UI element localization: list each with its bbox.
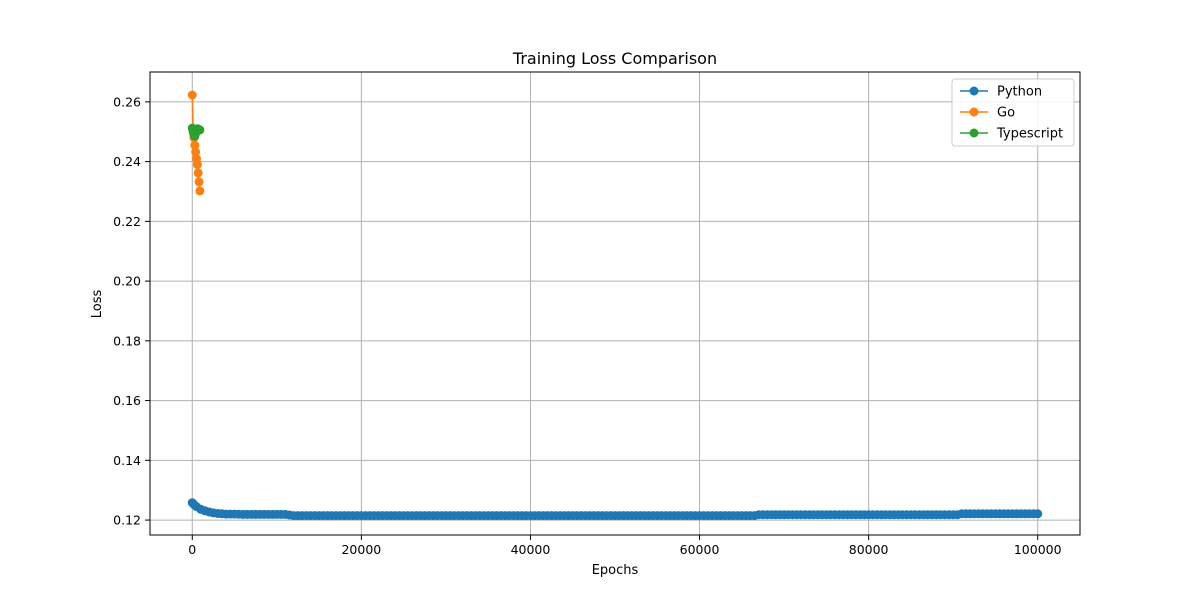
chart-title: Training Loss Comparison bbox=[512, 49, 717, 68]
series-go bbox=[187, 90, 205, 196]
legend-label-typescript: Typescript bbox=[996, 127, 1063, 142]
y-tick-label: 0.18 bbox=[113, 333, 141, 348]
legend-label-python: Python bbox=[997, 85, 1042, 100]
legend: Python Go Typescript bbox=[951, 78, 1075, 147]
data-point-go bbox=[191, 147, 201, 157]
legend-marker-typescript bbox=[969, 128, 979, 138]
y-tick-label: 0.16 bbox=[113, 393, 141, 408]
y-tick-label: 0.24 bbox=[113, 154, 141, 169]
data-point-typescript bbox=[195, 125, 205, 135]
x-tick-label: 40000 bbox=[511, 542, 551, 557]
y-tick-label: 0.20 bbox=[113, 274, 141, 289]
y-axis-ticks: 0.12 0.14 0.16 0.18 0.20 0.22 0.24 0.26 bbox=[113, 94, 150, 528]
x-tick-label: 20000 bbox=[341, 542, 381, 557]
data-point-python bbox=[1033, 509, 1043, 519]
x-axis-ticks: 0 20000 40000 60000 80000 100000 bbox=[188, 535, 1062, 557]
data-point-go bbox=[192, 160, 202, 170]
y-tick-label: 0.14 bbox=[113, 453, 141, 468]
x-tick-label: 80000 bbox=[849, 542, 889, 557]
x-axis-label: Epochs bbox=[592, 563, 639, 578]
grid-lines bbox=[150, 72, 1080, 535]
data-point-go bbox=[187, 90, 197, 100]
legend-label-go: Go bbox=[997, 106, 1015, 121]
series-typescript bbox=[187, 123, 205, 141]
y-tick-label: 0.22 bbox=[113, 214, 141, 229]
plot-area bbox=[187, 90, 1043, 521]
x-tick-label: 0 bbox=[188, 542, 196, 557]
data-point-go bbox=[195, 186, 205, 196]
y-axis-label: Loss bbox=[90, 290, 105, 319]
data-point-go bbox=[190, 140, 200, 150]
data-point-go bbox=[194, 177, 204, 187]
legend-marker-go bbox=[969, 107, 979, 117]
x-tick-label: 100000 bbox=[1014, 542, 1062, 557]
legend-marker-python bbox=[969, 86, 979, 96]
x-tick-label: 60000 bbox=[680, 542, 720, 557]
y-tick-label: 0.26 bbox=[113, 94, 141, 109]
axes-frame bbox=[149, 71, 1081, 536]
data-point-go bbox=[193, 168, 203, 178]
legend-box bbox=[951, 78, 1075, 147]
series-python bbox=[187, 498, 1043, 521]
y-tick-label: 0.12 bbox=[113, 513, 141, 528]
